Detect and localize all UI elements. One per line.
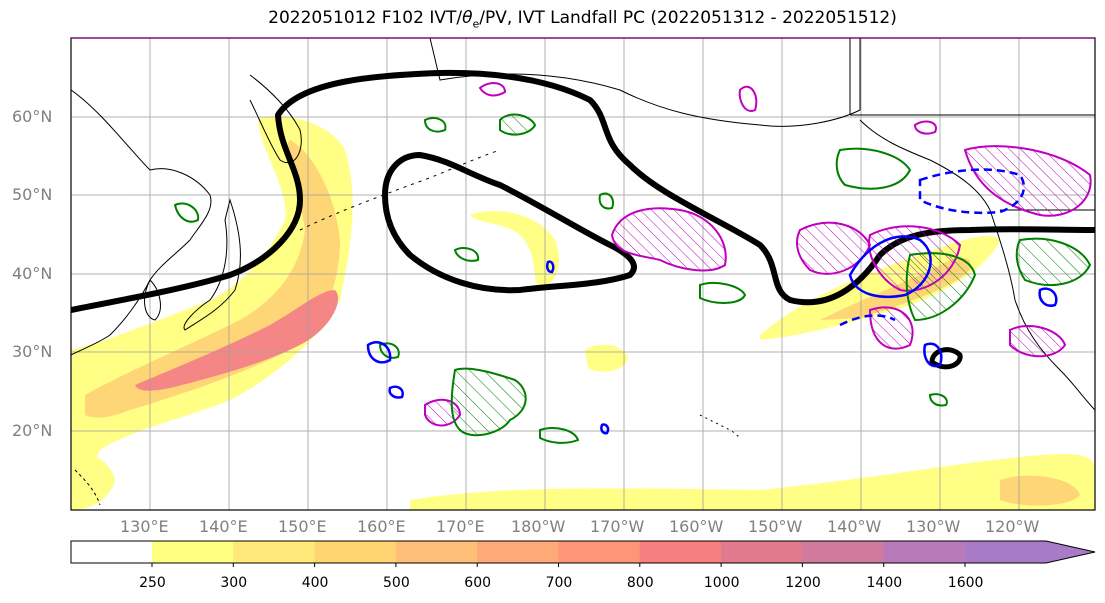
lon-label-150e: 150°E	[278, 517, 327, 536]
lon-label-120w: 120°W	[985, 517, 1040, 536]
blue-contour-9	[1038, 287, 1058, 307]
colorbar-tick-label: 400	[301, 575, 329, 591]
ivt-south-core	[1000, 475, 1080, 506]
blue-contour-5	[366, 341, 392, 364]
pv-contour-north-3	[913, 120, 937, 135]
graticule	[71, 38, 1095, 510]
blue-contour-8	[600, 423, 610, 435]
lat-label-30n: 30°N	[12, 342, 53, 361]
lon-label-130e: 130°E	[120, 517, 169, 536]
colorbar-tick-label: 1600	[947, 575, 984, 591]
lon-label-150w: 150°W	[748, 517, 803, 536]
lat-label-20n: 20°N	[12, 421, 53, 440]
theta-e-6	[905, 252, 977, 322]
lat-label-60n: 60°N	[12, 107, 53, 126]
blue-contour-1	[918, 168, 1026, 215]
ivt-plume-west-outer	[71, 116, 353, 505]
theta-e-3	[699, 282, 747, 304]
theta-e-7	[1015, 237, 1092, 286]
colorbar-tick-label: 800	[626, 575, 654, 591]
pv-contour-north-1	[478, 82, 507, 97]
landfall-pc-inner	[382, 152, 637, 294]
ivt-blob-small	[585, 344, 628, 372]
colorbar-extend-arrow	[1046, 541, 1095, 563]
colorbar-cell	[639, 541, 722, 563]
map-title: 2022051012 F102 IVT/θe/PV, IVT Landfall …	[268, 8, 897, 31]
colorbar-cell	[152, 541, 234, 563]
theta-e-4	[539, 427, 580, 444]
colorbar-tick-label: 600	[464, 575, 492, 591]
colorbar-frame	[70, 540, 1096, 564]
colorbar-cell	[965, 541, 1046, 563]
ivt-sw-corner	[71, 453, 115, 510]
colorbar-tick-label: 700	[545, 575, 573, 591]
blue-contours	[366, 168, 1058, 435]
coast-asia	[71, 89, 212, 356]
lon-label-140e: 140°E	[199, 517, 248, 536]
coast-alaska	[429, 38, 861, 127]
pv-contour-east-1	[796, 221, 872, 275]
lat-label-40n: 40°N	[12, 264, 53, 283]
pv-contours	[424, 82, 1092, 427]
colorbar-tick-label: 1400	[866, 575, 903, 591]
theta-e-12	[378, 342, 400, 359]
colorbar-cell	[233, 541, 316, 563]
coast-bc	[859, 119, 991, 211]
landfall-pc-small	[929, 347, 963, 370]
blue-contour-2	[848, 235, 932, 299]
colorbar-cell	[395, 541, 478, 563]
colorbar-cell	[802, 541, 885, 563]
coast-kamchatka	[249, 74, 302, 163]
colorbar-cell	[314, 541, 397, 563]
theta-e-9	[423, 117, 447, 133]
pv-contour-mid	[610, 207, 727, 272]
theta-e-contours	[173, 113, 1092, 444]
lat-label-50n: 50°N	[12, 185, 53, 204]
blue-contour-6	[388, 385, 404, 399]
colorbar-tick-label: 500	[383, 575, 410, 591]
lon-label-170w: 170°W	[590, 517, 645, 536]
ivt-hook	[470, 211, 560, 290]
coast-aleutians	[299, 149, 501, 231]
lon-label-160e: 160°E	[357, 517, 406, 536]
blue-contour-3	[839, 314, 896, 327]
pv-contour-east-5	[1009, 325, 1067, 358]
ivt-plume-west-core	[135, 290, 339, 391]
lon-label-170e: 170°E	[436, 517, 485, 536]
coast-hawaii	[699, 414, 741, 439]
pv-contour-north-2	[738, 85, 758, 112]
colorbar	[70, 540, 1096, 567]
lon-label-180w: 180°W	[511, 517, 566, 536]
ivt-south-band	[410, 453, 1095, 510]
theta-e-1	[499, 113, 537, 136]
theta-e-13	[928, 393, 948, 407]
colorbar-tick-label: 1200	[785, 575, 821, 591]
pv-contour-east-4	[868, 306, 914, 350]
coast-japan	[183, 198, 241, 331]
theta-e-8	[173, 202, 200, 223]
colorbar-cell	[558, 541, 641, 563]
colorbar-below-250	[71, 541, 152, 563]
blue-contour-7	[545, 260, 555, 274]
colorbar-cell	[883, 541, 966, 563]
colorbar-tick-label: 1000	[703, 575, 740, 591]
theta-e-11	[453, 247, 480, 262]
theta-e-10	[598, 192, 614, 210]
coastlines	[71, 38, 1095, 506]
theta-e-5	[835, 147, 912, 190]
pv-contour-east-3	[963, 145, 1092, 217]
colorbar-cell	[721, 541, 803, 563]
map-area	[71, 38, 1095, 510]
lon-label-160w: 160°W	[669, 517, 724, 536]
colorbar-tick-label: 300	[220, 575, 248, 591]
lon-label-140w: 140°W	[827, 517, 882, 536]
lon-label-130w: 130°W	[906, 517, 961, 536]
colorbar-cell	[477, 541, 559, 563]
colorbar-tick-label: 250	[139, 575, 166, 591]
blue-contour-4	[923, 342, 943, 368]
theta-e-2	[450, 367, 527, 437]
